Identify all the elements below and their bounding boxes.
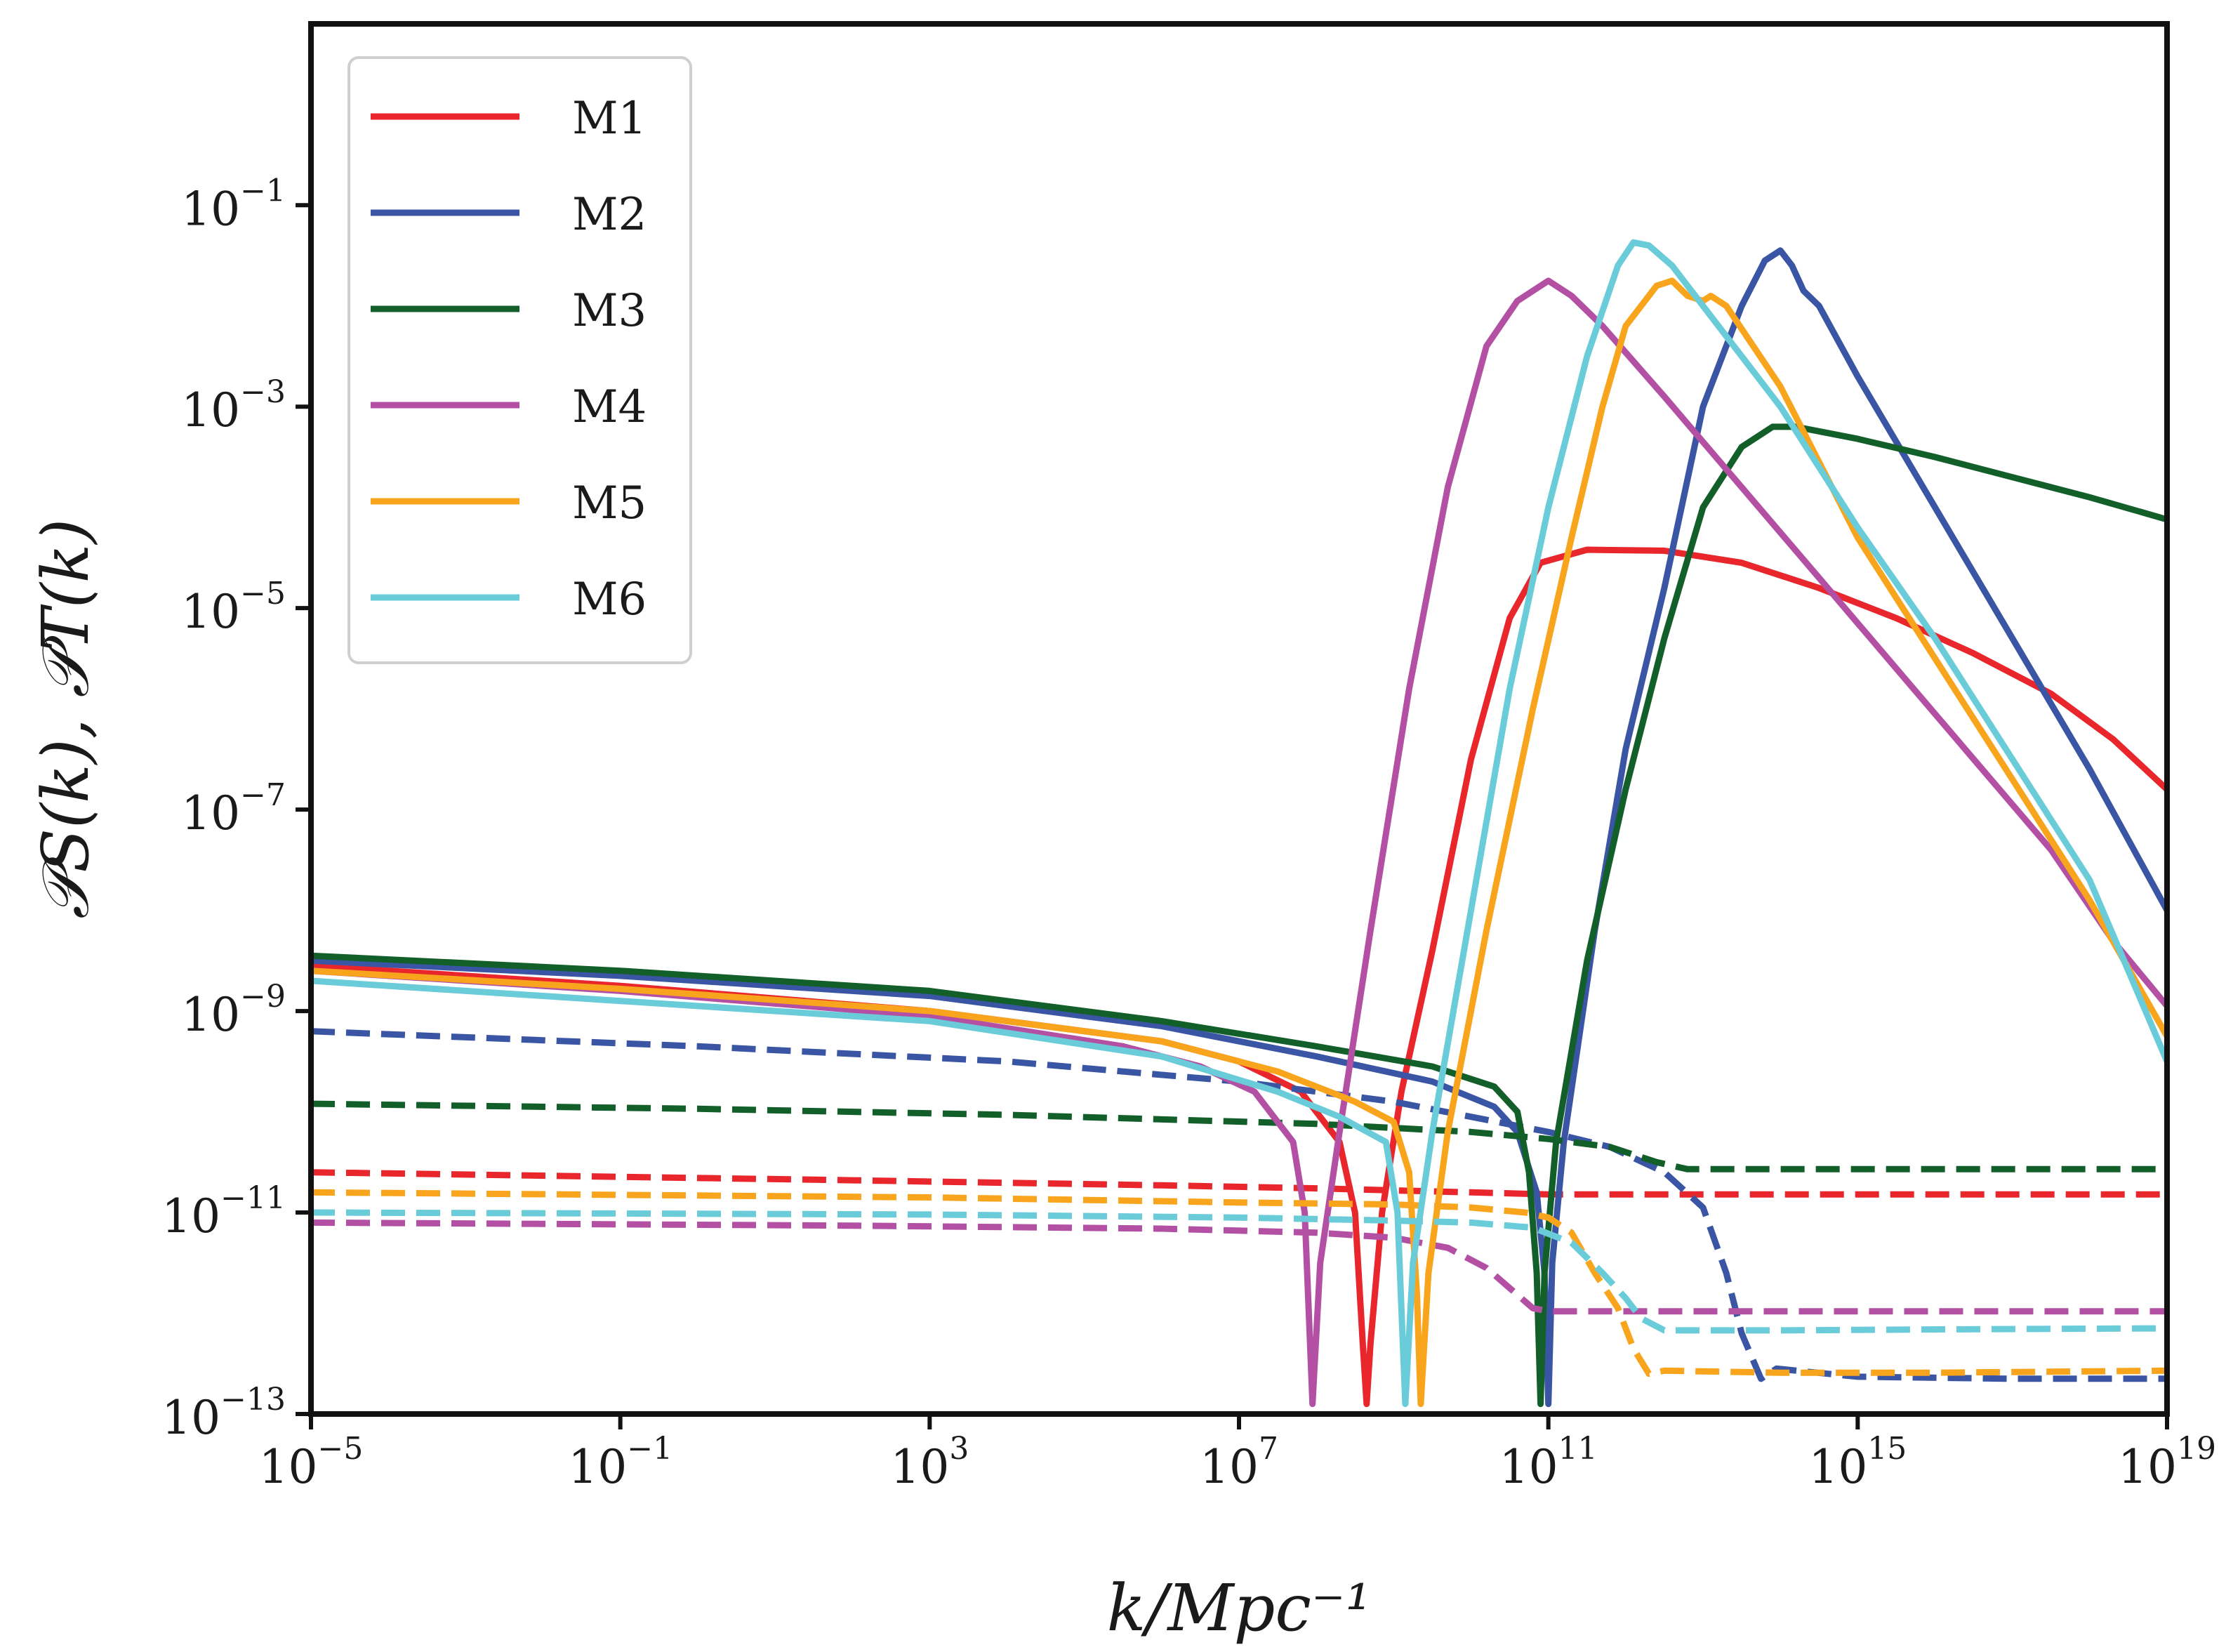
y-axis-title-text: 𝒫S(k), 𝒫T(k)	[28, 519, 103, 920]
tick-base: 10	[161, 1391, 220, 1445]
x-axis-title-text: k/Mpc⁻¹	[1107, 1571, 1372, 1646]
tick-exponent: 11	[1558, 1431, 1598, 1467]
tick-exponent: 7	[1259, 1431, 1278, 1467]
tick-exponent: −11	[220, 1180, 286, 1216]
legend-entry-m2: M2	[371, 189, 647, 241]
x-tick-label: 10−1	[568, 1431, 673, 1494]
legend-entry-m3: M3	[371, 285, 647, 337]
x-tick-label: 107	[1200, 1431, 1278, 1494]
x-tick-6: 1019	[2118, 1414, 2216, 1494]
tick-base: 10	[1200, 1440, 1259, 1494]
legend-label: M5	[572, 477, 647, 529]
tick-exponent: −13	[220, 1382, 286, 1418]
tick-exponent: −7	[240, 777, 286, 813]
series-m1-tensor-line	[311, 1169, 2167, 1198]
x-tick-label: 10−5	[259, 1431, 364, 1494]
series-m5-tensor-line	[311, 1189, 2167, 1377]
series-m5-scalar-line	[311, 277, 2167, 1408]
svg-text:k/Mpc⁻¹: k/Mpc⁻¹	[1107, 1571, 1372, 1646]
y-tick-1: 10−3	[181, 374, 311, 437]
axis-ticks: 10−5 10−1 103 107 1011 1015 101910−110−310−510…	[161, 173, 2216, 1494]
tick-exponent: 15	[1867, 1431, 1907, 1467]
tick-base: 10	[259, 1440, 318, 1494]
legend: M1 M2 M3 M4 M5 M6	[347, 56, 692, 664]
legend-label: M1	[572, 93, 647, 145]
x-tick-0: 10−5	[259, 1414, 364, 1494]
series-m4-tensor-line	[311, 1219, 2167, 1315]
series-m3-scalar-line	[311, 423, 2167, 1408]
tick-exponent: 19	[2177, 1431, 2216, 1467]
tick-exponent: −1	[240, 173, 286, 209]
tick-exponent: −3	[240, 374, 286, 410]
x-tick-label: 1019	[2118, 1431, 2216, 1494]
y-tick-label: 10−11	[161, 1180, 286, 1243]
tick-base: 10	[568, 1440, 627, 1494]
series-m3-tensor-line	[311, 1100, 2167, 1172]
series-m2-scalar-line	[311, 247, 2167, 1408]
tick-base: 10	[181, 182, 240, 236]
y-tick-label: 10−9	[181, 979, 286, 1042]
tick-base: 10	[161, 1189, 220, 1243]
x-tick-5: 1015	[1808, 1414, 1907, 1494]
svg-text:𝒫S(k), 𝒫T(k): 𝒫S(k), 𝒫T(k)	[28, 519, 103, 920]
plot-lines	[311, 239, 2167, 1408]
legend-label: M4	[572, 381, 647, 433]
series-m2-tensor-line	[311, 1028, 2167, 1382]
y-tick-2: 10−5	[181, 576, 311, 639]
tick-base: 10	[181, 585, 240, 639]
series-m6-scalar-line	[311, 239, 2167, 1408]
legend-label: M6	[572, 574, 647, 626]
tick-base: 10	[181, 988, 240, 1042]
y-tick-0: 10−1	[181, 173, 311, 236]
tick-base: 10	[890, 1440, 949, 1494]
y-tick-label: 10−1	[181, 173, 286, 236]
tick-exponent: −1	[627, 1431, 673, 1467]
tick-exponent: −5	[240, 576, 286, 612]
legend-entry-m4: M4	[371, 381, 647, 433]
x-tick-label: 1011	[1499, 1431, 1598, 1494]
x-tick-label: 103	[890, 1431, 969, 1494]
y-tick-label: 10−5	[181, 576, 286, 639]
legend-entry-m6: M6	[371, 574, 647, 626]
x-tick-2: 103	[890, 1414, 969, 1494]
tick-base: 10	[2118, 1440, 2177, 1494]
legend-label: M3	[572, 285, 647, 337]
y-tick-4: 10−9	[181, 979, 311, 1042]
y-tick-label: 10−7	[181, 777, 286, 840]
y-tick-5: 10−11	[161, 1180, 311, 1243]
x-tick-label: 1015	[1808, 1431, 1907, 1494]
x-tick-1: 10−1	[568, 1414, 673, 1494]
y-tick-6: 10−13	[161, 1382, 311, 1445]
legend-entry-m5: M5	[371, 477, 647, 529]
tick-exponent: −9	[240, 979, 286, 1015]
y-axis-title: 𝒫S(k), 𝒫T(k)	[28, 519, 103, 920]
legend-entry-m1: M1	[371, 93, 647, 145]
tick-base: 10	[181, 383, 240, 437]
x-tick-3: 107	[1200, 1414, 1278, 1494]
legend-label: M2	[572, 189, 647, 241]
tick-exponent: −5	[318, 1431, 364, 1467]
x-axis-title: k/Mpc⁻¹	[1107, 1571, 1372, 1646]
x-tick-4: 1011	[1499, 1414, 1598, 1494]
y-tick-label: 10−13	[161, 1382, 286, 1445]
y-tick-3: 10−7	[181, 777, 311, 840]
legend-box	[347, 56, 692, 664]
tick-base: 10	[1499, 1440, 1558, 1494]
tick-base: 10	[1808, 1440, 1867, 1494]
tick-exponent: 3	[949, 1431, 969, 1467]
series-m6-tensor-line	[311, 1209, 2167, 1334]
y-tick-label: 10−3	[181, 374, 286, 437]
tick-base: 10	[181, 786, 240, 840]
